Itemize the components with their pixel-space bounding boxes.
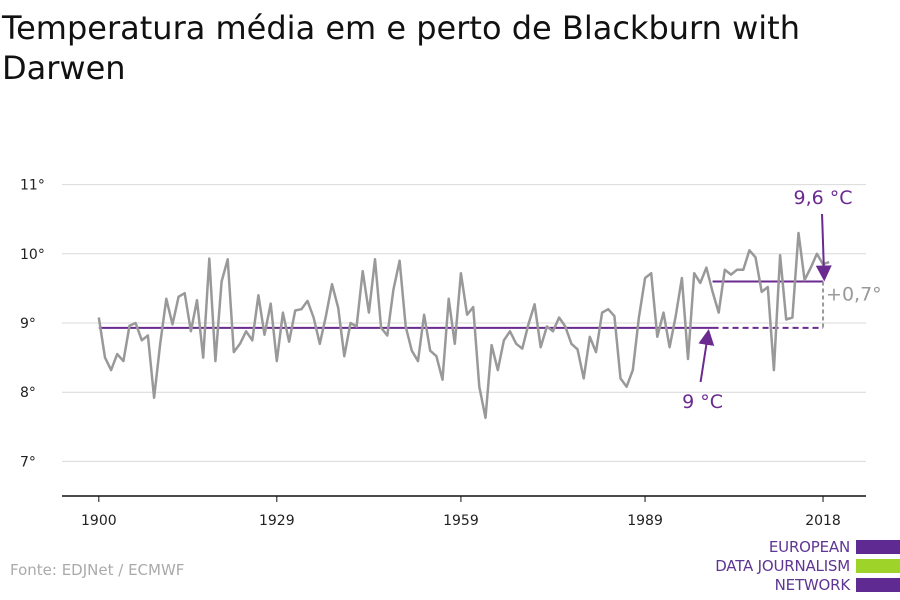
y-tick-label-11: 11°: [20, 178, 45, 194]
chart-title: Temperatura média em e perto de Blackbur…: [2, 9, 800, 87]
x-axis: 1900 1929 1959 1989 2018: [62, 495, 866, 529]
y-tick-label-9: 9°: [20, 316, 36, 332]
logo-line-network: NETWORK: [774, 576, 851, 594]
y-tick-label-8: 8°: [20, 385, 36, 401]
logo-row-3: NETWORK: [775, 576, 900, 594]
logo-line-european: EUROPEAN: [768, 538, 850, 556]
logo-row-2: DATA JOURNALISM: [715, 557, 900, 575]
x-tick-label-2018: 2018: [805, 513, 841, 529]
logo-bar-purple-2: [856, 578, 900, 592]
y-tick-label-7: 7°: [20, 454, 36, 470]
y-axis: 7° 8° 9° 10° 11°: [20, 178, 45, 471]
line-chart: 7° 8° 9° 10° 11° 1900 1929 1959 1989 2018 9,6 °C…: [20, 178, 882, 529]
edjnet-logo: EUROPEAN DATA JOURNALISM NETWORK: [660, 538, 900, 598]
recent-average-label: 9,6 °C: [794, 187, 853, 209]
x-tick-label-1959: 1959: [443, 513, 479, 529]
series-group: [97, 231, 830, 420]
recent-average-arrow: [815, 213, 832, 282]
x-tick-label-1929: 1929: [259, 513, 295, 529]
x-tick-label-1989: 1989: [627, 513, 663, 529]
logo-row-1: EUROPEAN: [769, 538, 900, 556]
baseline-average-arrow: [698, 328, 715, 383]
source-note: Fonte: EDJNet / ECMWF: [10, 561, 185, 579]
logo-line-data-journalism: DATA JOURNALISM: [715, 557, 850, 575]
delta-label: +0,7°: [826, 284, 882, 306]
baseline-average-label: 9 °C: [682, 391, 723, 413]
logo-bar-green: [856, 559, 900, 573]
y-tick-label-10: 10°: [20, 247, 45, 263]
series-temperature-line: [97, 231, 830, 420]
gridlines: [62, 184, 866, 462]
logo-bar-purple: [856, 540, 900, 554]
annotations: 9,6 °C 9 °C +0,7°: [682, 187, 882, 413]
x-tick-label-1900: 1900: [81, 513, 117, 529]
